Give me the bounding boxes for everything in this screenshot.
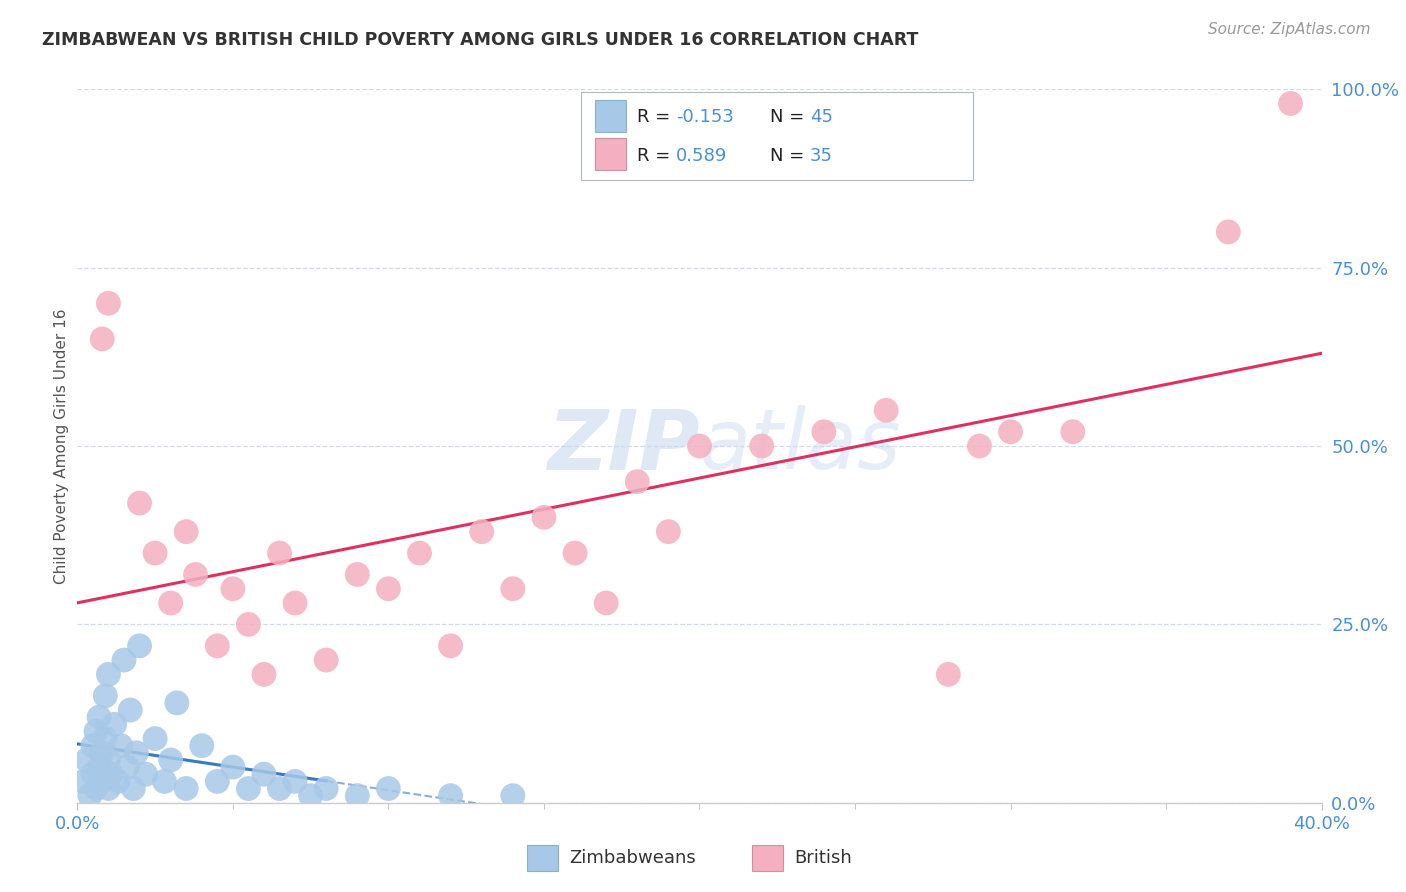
Point [91,332,114,346]
Point [657,524,679,539]
Point [238,781,260,796]
Point [207,639,229,653]
Point [94,731,117,746]
Point [82,767,104,781]
Point [813,425,835,439]
Point [875,403,897,417]
Point [112,653,135,667]
Point [595,596,617,610]
Point [97,667,120,681]
Text: atlas: atlas [700,406,901,486]
Point [174,781,197,796]
Point [1062,425,1084,439]
Point [315,653,337,667]
Point [938,667,960,681]
Text: 0.589: 0.589 [676,146,728,164]
Point [751,439,773,453]
Point [122,781,145,796]
Point [222,760,245,774]
Point [284,774,307,789]
Point [191,739,214,753]
Point [153,774,176,789]
Point [471,524,494,539]
Point [143,546,166,560]
Point [184,567,207,582]
Point [159,596,181,610]
Text: ZIP: ZIP [547,406,700,486]
Point [315,781,337,796]
Point [97,296,120,310]
Point [79,789,101,803]
Point [502,582,524,596]
Point [222,582,245,596]
Text: Source: ZipAtlas.com: Source: ZipAtlas.com [1208,22,1371,37]
Point [533,510,555,524]
Point [110,739,132,753]
Point [626,475,648,489]
Point [104,717,127,731]
Point [269,781,291,796]
Text: Zimbabweans: Zimbabweans [569,849,696,867]
Text: R =: R = [637,108,676,126]
Point [174,524,197,539]
Point [135,767,157,781]
Point [115,760,138,774]
Point [76,753,98,767]
Point [502,789,524,803]
Point [440,639,463,653]
Point [346,789,368,803]
Point [94,689,117,703]
Point [128,639,150,653]
Point [120,703,142,717]
Point [91,746,114,760]
Point [100,767,122,781]
Point [97,781,120,796]
Text: N =: N = [770,146,810,164]
Point [91,774,114,789]
Point [72,774,94,789]
Point [269,546,291,560]
Text: ZIMBABWEAN VS BRITISH CHILD POVERTY AMONG GIRLS UNDER 16 CORRELATION CHART: ZIMBABWEAN VS BRITISH CHILD POVERTY AMON… [42,31,918,49]
Point [82,739,104,753]
Point [377,582,399,596]
Point [84,781,107,796]
Point [969,439,991,453]
Point [143,731,166,746]
Point [159,753,181,767]
Point [253,767,276,781]
Text: 45: 45 [810,108,832,126]
Y-axis label: Child Poverty Among Girls Under 16: Child Poverty Among Girls Under 16 [53,309,69,583]
Point [284,596,307,610]
Point [125,746,148,760]
Point [440,789,463,803]
Point [87,760,110,774]
Point [299,789,322,803]
Point [128,496,150,510]
Text: N =: N = [770,108,810,126]
Point [1000,425,1022,439]
Text: British: British [794,849,852,867]
Point [107,774,129,789]
Text: R =: R = [637,146,676,164]
Point [238,617,260,632]
Point [689,439,711,453]
Point [87,710,110,724]
Point [97,753,120,767]
Text: -0.153: -0.153 [676,108,734,126]
Point [346,567,368,582]
Point [207,774,229,789]
Point [253,667,276,681]
Point [377,781,399,796]
Point [408,546,430,560]
Point [1279,96,1302,111]
Point [84,724,107,739]
Text: 35: 35 [810,146,832,164]
Point [1218,225,1240,239]
Point [564,546,586,560]
Point [166,696,188,710]
